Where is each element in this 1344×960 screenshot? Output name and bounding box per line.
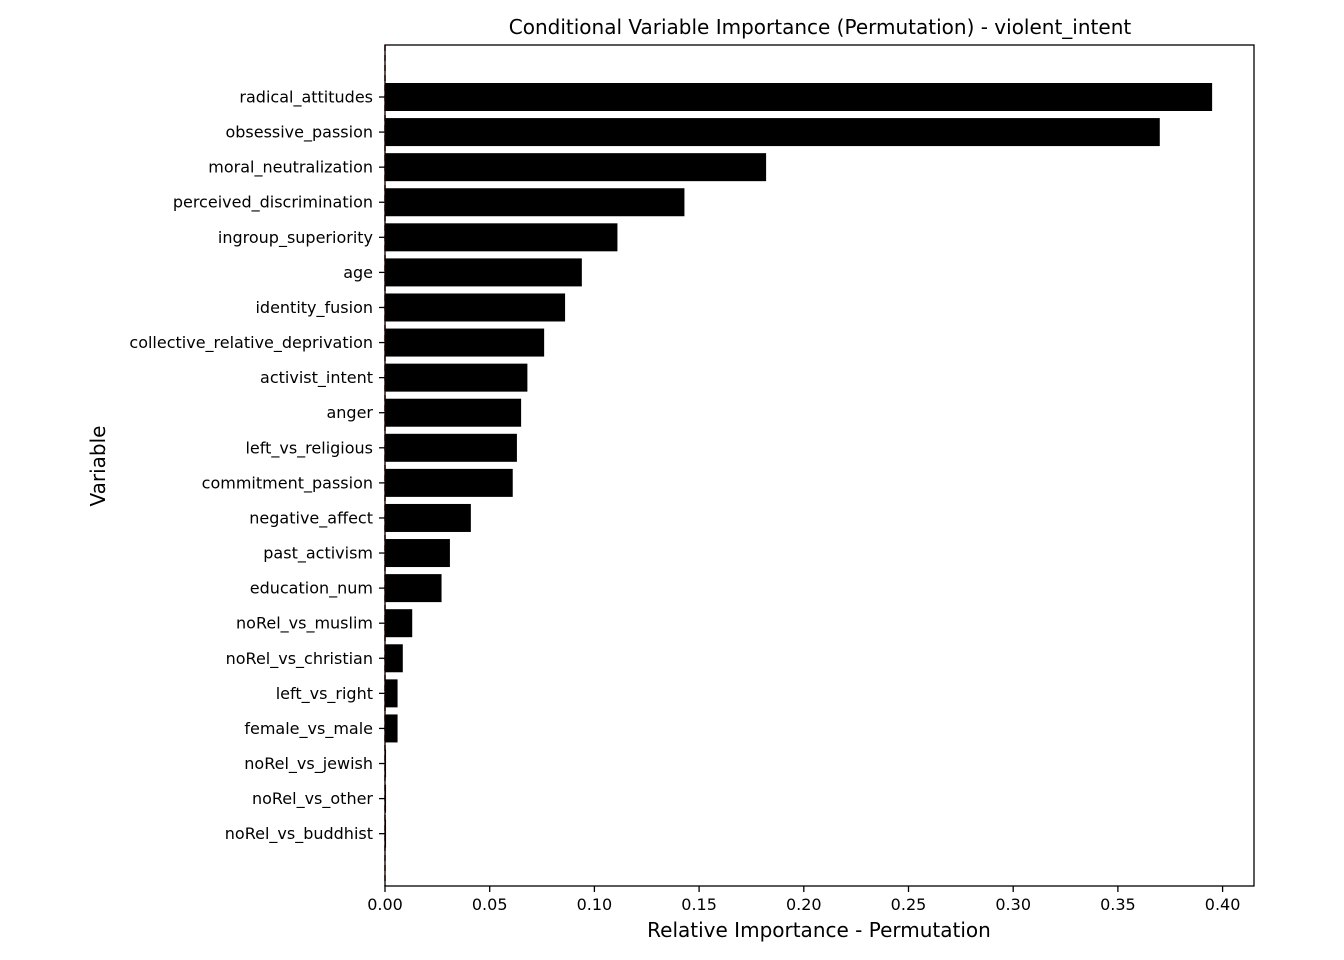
y-tick-label-activist_intent: activist_intent	[260, 368, 373, 388]
y-tick-label-radical_attitudes: radical_attitudes	[239, 88, 373, 108]
y-tick-label-identity_fusion: identity_fusion	[255, 298, 373, 318]
chart-title: Conditional Variable Importance (Permuta…	[509, 15, 1132, 39]
x-tick-label: 0.40	[1205, 895, 1241, 914]
plot-frame	[384, 44, 1255, 887]
bar-past_activism	[385, 539, 450, 568]
bar-commitment_passion	[385, 468, 513, 497]
y-tick-label-left_vs_religious: left_vs_religious	[245, 438, 373, 458]
y-tick-label-perceived_discrimination: perceived_discrimination	[173, 193, 373, 213]
y-tick-label-female_vs_male: female_vs_male	[244, 719, 373, 739]
y-tick-label-left_vs_right: left_vs_right	[276, 684, 373, 704]
x-tick-label: 0.25	[891, 895, 927, 914]
y-tick-label-noRel_vs_muslim: noRel_vs_muslim	[236, 614, 373, 634]
x-tick-label: 0.15	[681, 895, 717, 914]
y-tick-label-age: age	[343, 263, 373, 282]
y-tick-label-ingroup_superiority: ingroup_superiority	[218, 228, 373, 248]
y-tick-label-education_num: education_num	[250, 579, 373, 599]
bar-moral_neutralization	[385, 153, 767, 182]
x-tick-label: 0.10	[577, 895, 613, 914]
bar-collective_relative_deprivation	[385, 328, 545, 357]
bars-layer	[385, 83, 1213, 848]
bar-obsessive_passion	[385, 118, 1160, 147]
y-tick-label-commitment_passion: commitment_passion	[202, 473, 373, 493]
y-tick-label-past_activism: past_activism	[263, 544, 373, 564]
bar-identity_fusion	[385, 293, 566, 322]
x-tick-label: 0.05	[472, 895, 508, 914]
y-tick-label-noRel_vs_buddhist: noRel_vs_buddhist	[225, 824, 373, 844]
bar-noRel_vs_muslim	[385, 609, 413, 638]
y-axis-label: Variable	[86, 426, 110, 507]
y-tick-label-noRel_vs_other: noRel_vs_other	[252, 789, 373, 809]
x-tick-label: 0.00	[367, 895, 403, 914]
bar-perceived_discrimination	[385, 188, 685, 217]
y-tick-label-noRel_vs_christian: noRel_vs_christian	[226, 649, 373, 669]
bar-left_vs_religious	[385, 433, 517, 462]
bar-noRel_vs_christian	[385, 644, 403, 673]
bar-radical_attitudes	[385, 83, 1213, 111]
bar-negative_affect	[385, 503, 471, 532]
bar-left_vs_right	[385, 679, 398, 708]
y-tick-label-obsessive_passion: obsessive_passion	[225, 123, 373, 143]
x-tick-label: 0.30	[995, 895, 1031, 914]
y-tick-label-collective_relative_deprivation: collective_relative_deprivation	[129, 333, 373, 353]
bar-anger	[385, 398, 522, 427]
y-tick-label-noRel_vs_jewish: noRel_vs_jewish	[244, 754, 373, 774]
bar-education_num	[385, 574, 442, 603]
x-axis-ticks: 0.00 0.05 0.10 0.15 0.20 0.25 0.30 0.35 0.40	[367, 886, 1240, 914]
x-tick-label: 0.35	[1100, 895, 1136, 914]
x-tick-label: 0.20	[786, 895, 822, 914]
bar-female_vs_male	[385, 714, 398, 743]
y-axis-ticks: radical_attitudes obsessive_passion moral_…	[129, 88, 385, 844]
y-tick-label-moral_neutralization: moral_neutralization	[208, 158, 373, 178]
bar-activist_intent	[385, 363, 528, 392]
y-tick-label-negative_affect: negative_affect	[249, 508, 373, 528]
bar-ingroup_superiority	[385, 223, 618, 252]
y-tick-label-anger: anger	[326, 403, 373, 422]
bar-age	[385, 258, 582, 287]
x-axis-label: Relative Importance - Permutation	[647, 918, 991, 942]
